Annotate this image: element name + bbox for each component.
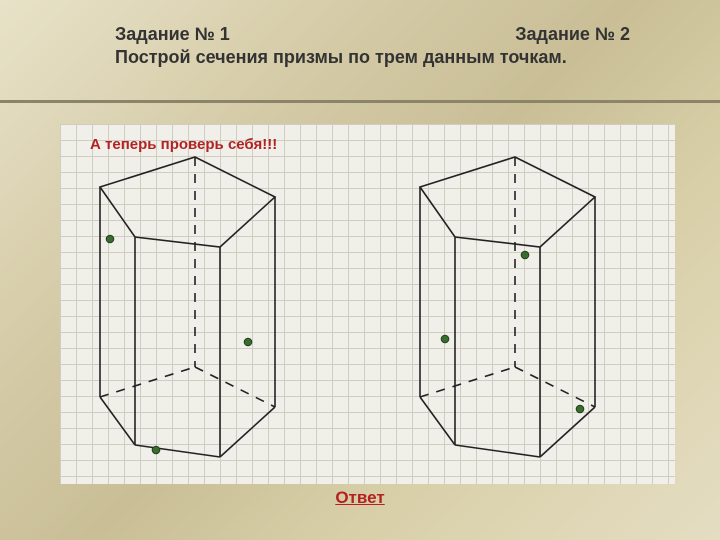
answer-link[interactable]: Ответ	[335, 488, 384, 508]
point-p2	[441, 335, 449, 343]
task2-label: Задание № 2	[515, 24, 630, 45]
header: Задание № 1 Задание № 2 Построй сечения …	[115, 24, 630, 68]
point-p3	[152, 446, 160, 454]
point-p2	[244, 338, 252, 346]
prism-1	[80, 147, 310, 477]
slide: Задание № 1 Задание № 2 Построй сечения …	[0, 0, 720, 540]
point-p1	[521, 251, 529, 259]
prism-2	[400, 147, 630, 477]
point-p3	[576, 405, 584, 413]
header-task-row: Задание № 1 Задание № 2	[115, 24, 630, 45]
point-p1	[106, 235, 114, 243]
divider	[0, 100, 720, 103]
subtitle: Построй сечения призмы по трем данным то…	[115, 47, 630, 68]
task1-label: Задание № 1	[115, 24, 230, 45]
